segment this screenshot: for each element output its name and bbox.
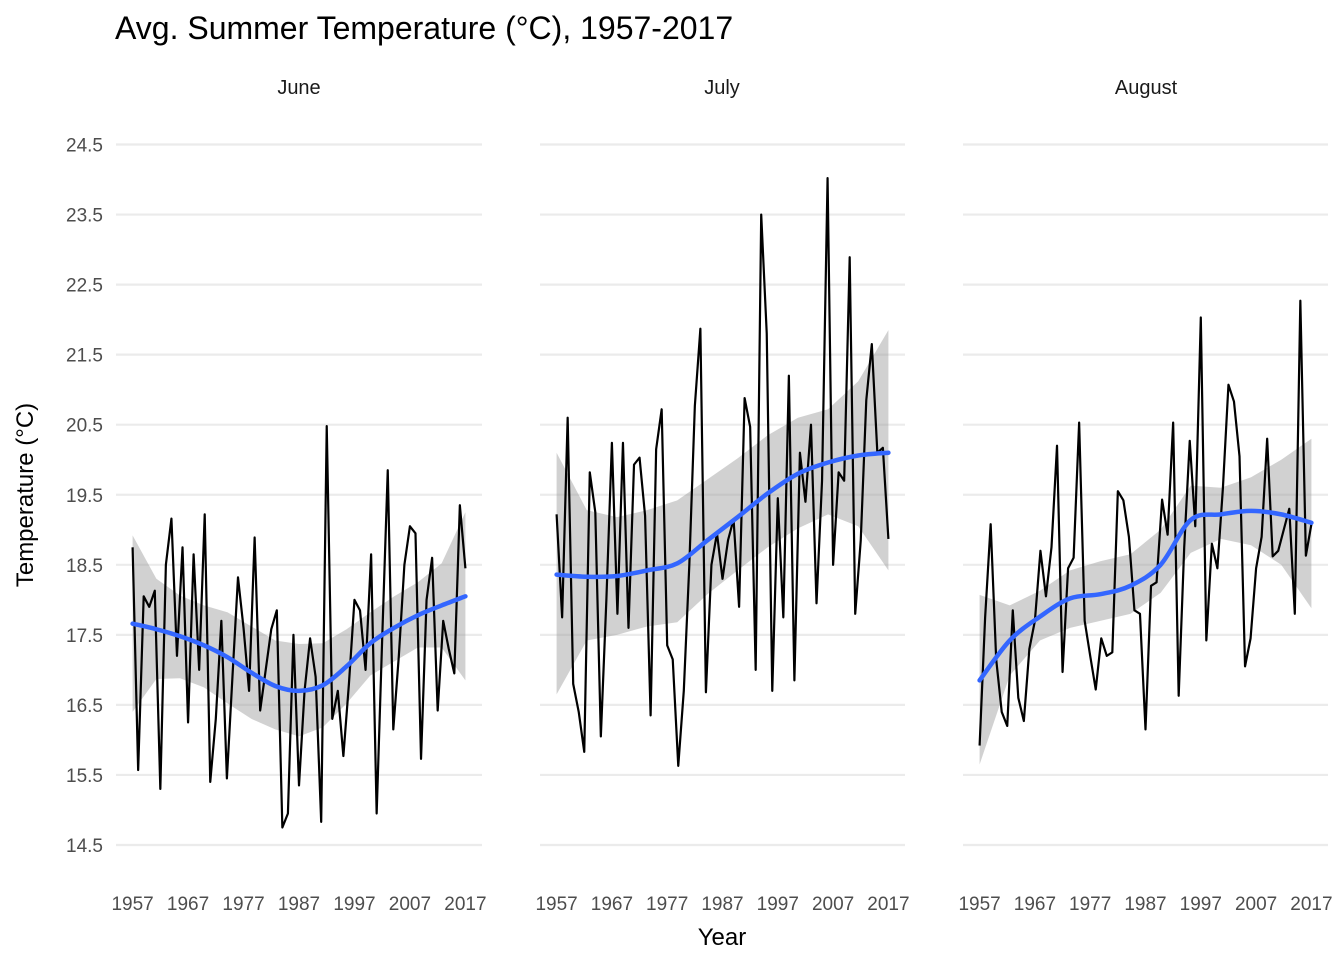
observed-series-line [978,299,1313,746]
y-axis-tick-labels: 14.5 15.5 16.5 17.5 18.5 19.5 20.5 21.5 22.5 23.5… [66,136,103,858]
facet-label-august: August [1115,77,1178,99]
confidence-band [979,438,1312,765]
confidence-band [132,512,466,737]
x-tick-label: 1967 [591,894,633,915]
x-tick-label: 1997 [1180,894,1222,915]
y-tick-label: 14.5 [66,836,103,857]
y-axis-title: Temperature (°C) [12,403,39,587]
smooth-trend-line [130,594,468,694]
x-tick-label: 2017 [867,894,909,915]
y-tick-label: 16.5 [66,696,103,717]
y-tick-label: 17.5 [66,626,103,647]
x-tick-label: 2017 [1290,894,1332,915]
y-tick-label: 21.5 [66,346,103,367]
x-tick-label: 1967 [167,894,209,915]
observed-series-line [555,177,890,767]
facet-june: June 1957 1967 1977 1987 1997 2007 2017 [111,77,486,915]
y-tick-label: 19.5 [66,486,103,507]
x-tick-label: 1957 [111,894,153,915]
facet-august: August 1957 1967 1977 1987 1997 2007 2017 [958,77,1332,915]
x-tick-label: 1957 [535,894,577,915]
x-tick-label: 1997 [757,894,799,915]
y-tick-label: 15.5 [66,766,103,787]
x-tick-label: 1977 [1069,894,1111,915]
facet-label-june: June [277,77,320,99]
x-tick-label: 1987 [701,894,743,915]
x-tick-label: 2007 [812,894,854,915]
y-tick-label: 24.5 [66,136,103,157]
y-tick-label: 22.5 [66,276,103,297]
gridlines [116,143,1328,847]
x-tick-label: 1987 [1124,894,1166,915]
facet-label-july: July [704,77,740,99]
x-tick-label: 1957 [958,894,1000,915]
x-tick-label: 1977 [222,894,264,915]
y-tick-label: 18.5 [66,556,103,577]
facet-july: July 1957 1967 1977 1987 1997 2007 2017 [535,77,909,915]
smooth-trend-line [554,450,891,580]
y-tick-label: 23.5 [66,206,103,227]
y-tick-label: 20.5 [66,416,103,437]
x-tick-label: 2007 [389,894,431,915]
x-tick-label: 2007 [1235,894,1277,915]
smooth-trend-line [977,508,1314,683]
x-tick-label: 1997 [333,894,375,915]
x-tick-label: 1977 [646,894,688,915]
confidence-band [556,330,889,695]
x-tick-label: 2017 [444,894,486,915]
x-tick-label: 1967 [1014,894,1056,915]
x-axis-title: Year [698,924,747,951]
observed-series-line [131,425,467,829]
chart-title: Avg. Summer Temperature (°C), 1957-2017 [115,10,733,46]
x-tick-label: 1987 [278,894,320,915]
